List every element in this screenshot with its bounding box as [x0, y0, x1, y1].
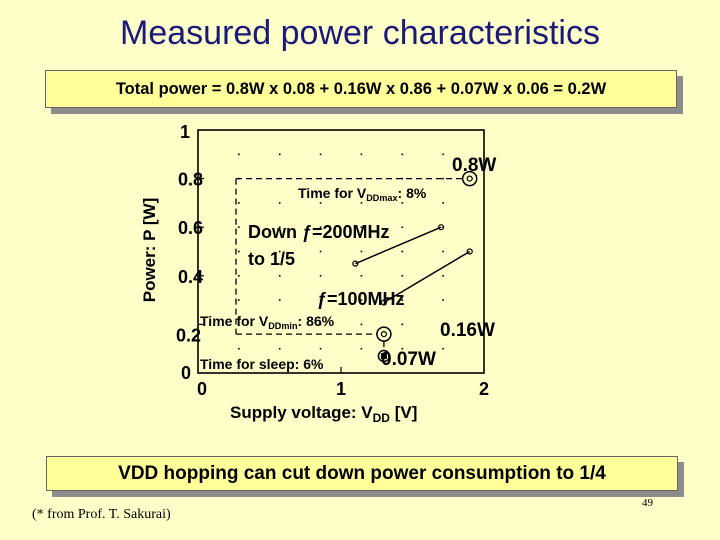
grid-dot — [319, 347, 322, 350]
series-point — [352, 260, 359, 267]
grid-dot — [319, 226, 322, 228]
y-tick-label: 0.2 — [176, 325, 201, 345]
grid-dot — [442, 299, 444, 301]
y-tick-label: 0.8 — [178, 170, 203, 190]
grid-dot — [278, 323, 281, 326]
grid-dot — [360, 323, 363, 326]
grid-dot — [278, 202, 281, 204]
grid-dot — [442, 177, 444, 180]
label-0.16W: 0.16W — [440, 320, 495, 341]
grid-dot — [401, 275, 404, 277]
slide-title: Measured power characteristics — [120, 14, 600, 52]
grid-dot — [319, 202, 322, 204]
grid-dot — [360, 250, 363, 253]
series-line — [355, 226, 442, 265]
credit-text: (* from Prof. T. Sakurai) — [32, 507, 171, 522]
grid-dot — [360, 347, 363, 350]
grid-dot — [319, 323, 322, 326]
x-axis-label: Supply voltage: VDD [V] — [230, 403, 417, 425]
series-point — [380, 299, 387, 306]
grid-dot — [278, 299, 281, 301]
annotation-time-sleep: Time for sleep: 6% — [200, 356, 324, 372]
label-0.07W: 0.07W — [381, 349, 436, 370]
x-tick-label: 1 — [336, 379, 346, 399]
conclusion-text: VDD hopping can cut down power consumpti… — [118, 463, 606, 484]
page-number: 49 — [642, 497, 653, 509]
y-tick-label: 0.6 — [178, 218, 203, 238]
operating-point — [376, 326, 392, 342]
grid-dot — [238, 347, 240, 350]
grid-dot — [238, 226, 240, 228]
grid-dot — [319, 250, 322, 253]
x-tick-label: 0 — [197, 379, 207, 399]
operating-point-core — [380, 331, 387, 338]
grid-dot — [319, 275, 322, 277]
label-0.8W: 0.8W — [452, 155, 496, 176]
operating-point — [461, 170, 478, 187]
formula-text: Total power = 0.8W x 0.08 + 0.16W x 0.86… — [115, 80, 607, 98]
formula-box: Total power = 0.8W x 0.08 + 0.16W x 0.86… — [45, 70, 677, 108]
grid-dot — [401, 250, 404, 253]
grid-dot — [442, 153, 444, 156]
grid-dot — [238, 323, 240, 326]
operating-point-core — [380, 352, 387, 359]
conclusion-box: VDD hopping can cut down power consumpti… — [46, 456, 678, 491]
grid-dot — [319, 153, 322, 156]
grid-dot — [360, 226, 363, 228]
grid-dot — [238, 202, 240, 204]
annotation-f100: ƒ=100MHz — [317, 289, 405, 309]
grid-dot — [401, 202, 404, 204]
y-axis-label: Power: P [W] — [140, 198, 159, 303]
annotation-down: Down ƒ=200MHz — [248, 222, 390, 242]
grid-dot — [278, 347, 281, 350]
y-tick-label: 0 — [181, 363, 191, 383]
grid-dot — [360, 299, 363, 301]
grid-dot — [442, 323, 444, 326]
grid-dot — [238, 153, 240, 156]
grid-dot — [319, 299, 322, 301]
annotation-time-vddmax: Time for VDDmax: 8% — [298, 185, 427, 203]
grid-dot — [442, 347, 444, 350]
grid-dot — [401, 177, 404, 180]
series-point — [438, 224, 445, 231]
grid-dot — [442, 202, 444, 204]
grid-dot — [442, 250, 444, 253]
grid-dot — [360, 275, 363, 277]
grid-dot — [401, 323, 404, 326]
grid-dot — [401, 299, 404, 301]
grid-dot — [278, 275, 281, 277]
grid-dot — [278, 250, 281, 253]
grid-dot — [238, 275, 240, 277]
x-tick-label: 2 — [479, 379, 489, 399]
grid-dot — [278, 153, 281, 156]
grid-dot — [401, 153, 404, 156]
annotation-time-vddmin: Time for VDDmin: 86% — [200, 313, 335, 331]
y-tick-label: 1 — [180, 122, 190, 142]
annotation-to-1-5: to 1/5 — [248, 249, 295, 269]
series-line — [383, 250, 471, 304]
y-tick-label: 0.4 — [178, 267, 203, 287]
grid-dot — [238, 250, 240, 253]
operating-point-core — [466, 175, 473, 182]
series-point — [466, 248, 473, 255]
operating-point — [377, 349, 391, 363]
grid-dot — [360, 202, 363, 204]
grid-dot — [401, 226, 404, 228]
grid-dot — [401, 347, 404, 350]
grid-dot — [360, 153, 363, 156]
grid-dot — [442, 275, 444, 277]
grid-dot — [278, 226, 281, 228]
grid-dot — [238, 299, 240, 301]
